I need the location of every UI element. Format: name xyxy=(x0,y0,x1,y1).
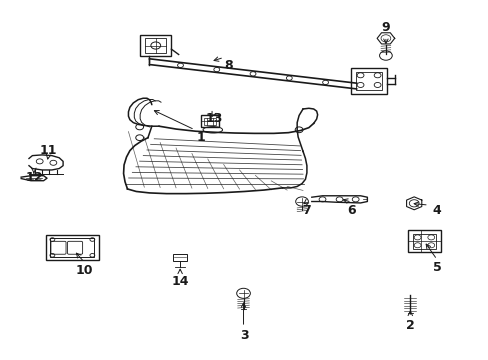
Text: 4: 4 xyxy=(432,204,441,217)
Bar xyxy=(355,72,382,90)
Text: 7: 7 xyxy=(302,204,311,217)
Text: 11: 11 xyxy=(40,144,57,157)
Bar xyxy=(45,235,99,260)
Bar xyxy=(200,116,219,127)
Text: 8: 8 xyxy=(224,59,233,72)
Text: 13: 13 xyxy=(205,112,223,125)
Bar xyxy=(412,234,435,249)
Bar xyxy=(144,39,166,53)
Bar xyxy=(50,238,94,257)
Text: 3: 3 xyxy=(240,329,248,342)
Text: 12: 12 xyxy=(25,171,42,184)
Text: 10: 10 xyxy=(76,264,93,277)
Text: 5: 5 xyxy=(432,261,441,274)
Text: 2: 2 xyxy=(405,319,414,332)
Bar xyxy=(172,253,187,261)
Text: 6: 6 xyxy=(347,204,355,217)
Bar xyxy=(140,35,171,56)
Text: 1: 1 xyxy=(196,131,204,144)
Text: 9: 9 xyxy=(381,21,389,34)
Bar xyxy=(407,230,440,252)
Bar xyxy=(203,118,216,125)
Bar xyxy=(350,68,386,94)
Text: 14: 14 xyxy=(171,275,188,288)
